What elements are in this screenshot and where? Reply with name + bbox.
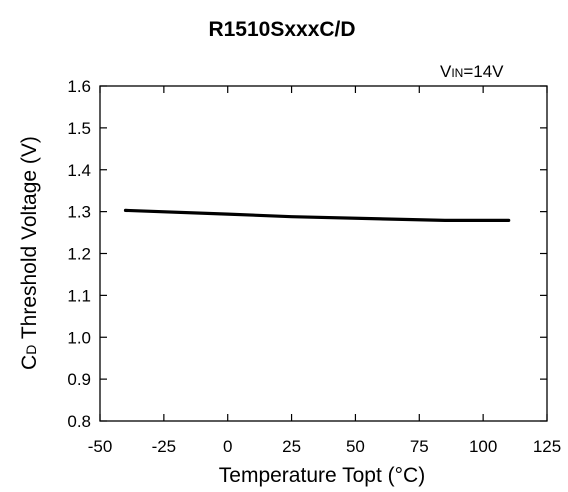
y-tick-label: 1.6 [67, 77, 91, 96]
x-tick-label: 75 [410, 437, 429, 456]
x-tick-label: -25 [152, 437, 177, 456]
chart-title: R1510SxxxC/D [208, 18, 355, 41]
plot-area [99, 85, 548, 422]
y-tick-label: 1.4 [67, 161, 91, 180]
y-axis-label-subscript: D [23, 345, 39, 355]
y-axis: 0.8 0.9 1.0 1.1 1.2 1.3 1.4 1.5 1.6 [67, 77, 547, 431]
condition-annotation: VIN=14V [440, 62, 504, 81]
x-axis-label: Temperature Topt (°C) [219, 464, 425, 487]
x-tick-label: 0 [223, 437, 232, 456]
y-tick-label: 0.8 [67, 412, 91, 431]
condition-rest: =14V [463, 62, 504, 81]
y-axis-label-rest: Threshold Voltage (V) [18, 136, 41, 345]
y-tick-label: 1.3 [67, 203, 91, 222]
series-line [123, 208, 511, 222]
y-tick-label: 1.2 [67, 245, 91, 264]
x-tick-label: -50 [88, 437, 113, 456]
y-axis-label: CD Threshold Voltage (V) [18, 136, 41, 370]
y-tick-label: 1.1 [67, 286, 91, 305]
x-tick-label: 100 [469, 437, 497, 456]
y-axis-label-prefix: C [18, 355, 41, 370]
condition-prefix: V [440, 62, 452, 81]
y-tick-label: 0.9 [67, 370, 91, 389]
x-axis: -50 -25 0 25 50 75 100 125 [88, 86, 561, 456]
y-tick-label: 1.0 [67, 328, 91, 347]
x-tick-label: 50 [346, 437, 365, 456]
series-group [123, 208, 511, 222]
x-tick-label: 25 [282, 437, 301, 456]
condition-subscript: IN [451, 66, 463, 80]
x-tick-label: 125 [533, 437, 561, 456]
y-tick-label: 1.5 [67, 119, 91, 138]
